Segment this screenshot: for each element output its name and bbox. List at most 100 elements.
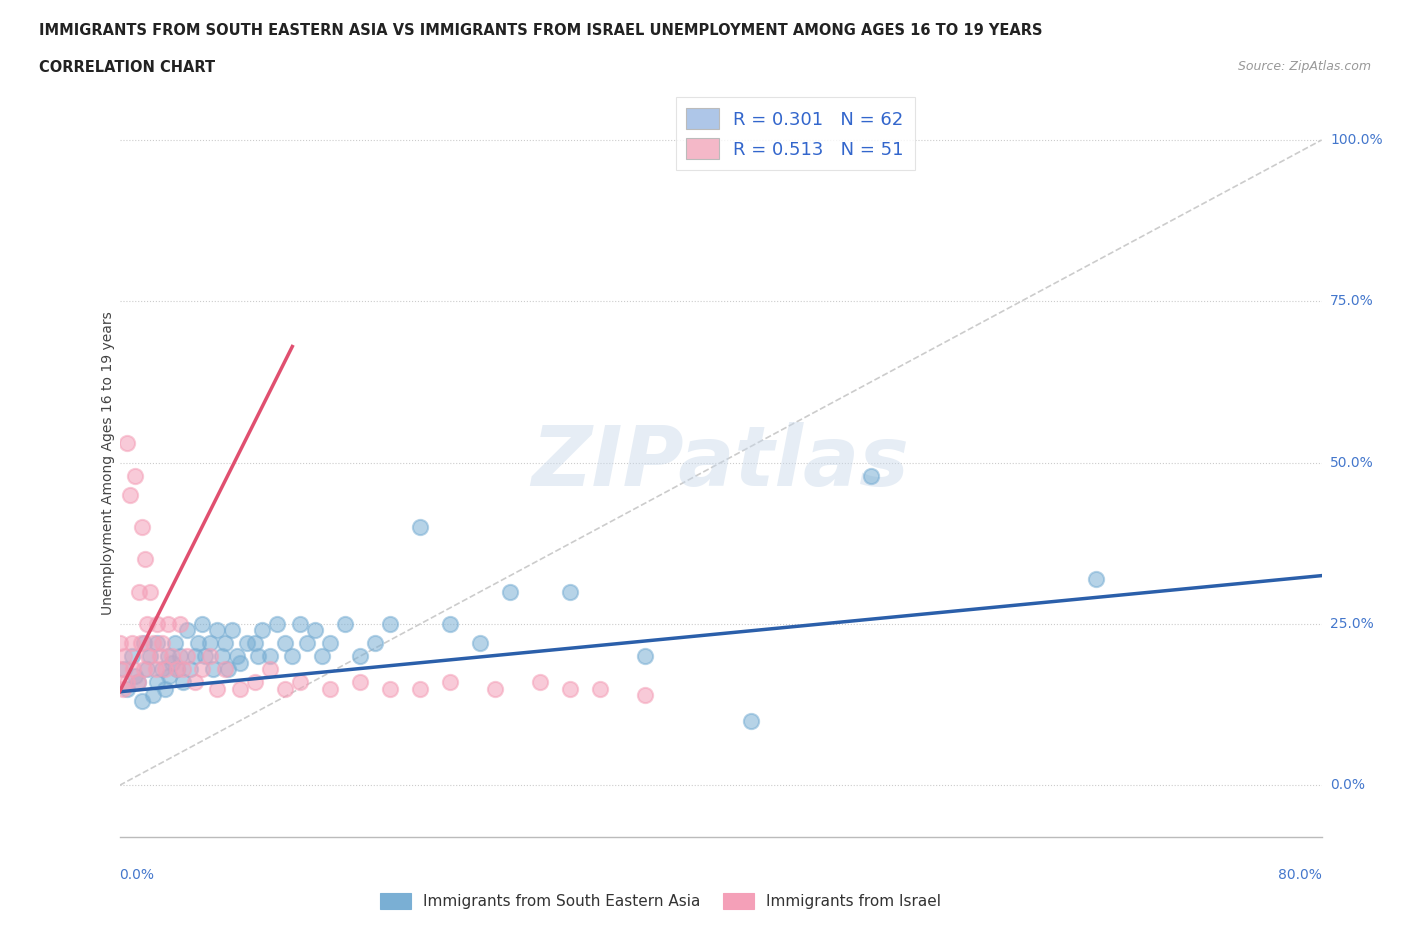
Point xyxy=(121,636,143,651)
Point xyxy=(378,681,401,696)
Point xyxy=(409,681,432,696)
Point xyxy=(1085,571,1108,586)
Point xyxy=(194,649,217,664)
Text: Source: ZipAtlas.com: Source: ZipAtlas.com xyxy=(1237,60,1371,73)
Point xyxy=(259,649,281,664)
Y-axis label: Unemployment Among Ages 16 to 19 years: Unemployment Among Ages 16 to 19 years xyxy=(101,311,115,615)
Point xyxy=(160,649,183,664)
Point xyxy=(118,487,141,502)
Point xyxy=(176,649,198,664)
Point xyxy=(311,649,333,664)
Point xyxy=(108,636,131,651)
Point xyxy=(319,636,342,651)
Point xyxy=(205,681,228,696)
Point xyxy=(165,636,187,651)
Point xyxy=(288,617,311,631)
Point xyxy=(217,662,239,677)
Point xyxy=(349,674,371,689)
Point xyxy=(560,681,582,696)
Point xyxy=(201,662,224,677)
Point xyxy=(172,674,194,689)
Text: ZIPatlas: ZIPatlas xyxy=(531,422,910,503)
Point xyxy=(274,636,297,651)
Point xyxy=(187,636,209,651)
Point xyxy=(214,636,236,651)
Point xyxy=(169,649,191,664)
Point xyxy=(142,636,165,651)
Point xyxy=(259,662,281,677)
Point xyxy=(243,674,266,689)
Point xyxy=(297,636,319,651)
Point xyxy=(349,649,371,664)
Point xyxy=(112,649,135,664)
Point xyxy=(172,662,194,677)
Point xyxy=(183,674,205,689)
Point xyxy=(333,617,356,631)
Text: CORRELATION CHART: CORRELATION CHART xyxy=(39,60,215,75)
Point xyxy=(205,623,228,638)
Point xyxy=(225,649,247,664)
Point xyxy=(176,623,198,638)
Point xyxy=(157,669,180,684)
Point xyxy=(146,636,169,651)
Point xyxy=(378,617,401,631)
Point xyxy=(153,681,176,696)
Point xyxy=(236,636,259,651)
Point xyxy=(211,649,233,664)
Point xyxy=(191,662,214,677)
Point xyxy=(149,649,172,664)
Point xyxy=(166,662,188,677)
Point xyxy=(153,662,176,677)
Point xyxy=(221,623,243,638)
Point xyxy=(150,636,173,651)
Point xyxy=(166,662,188,677)
Point xyxy=(246,649,269,664)
Point xyxy=(288,674,311,689)
Point xyxy=(243,636,266,651)
Point xyxy=(135,617,157,631)
Point xyxy=(136,649,159,664)
Point xyxy=(439,617,461,631)
Point xyxy=(266,617,288,631)
Point xyxy=(135,662,157,677)
Point xyxy=(134,552,156,567)
Text: 80.0%: 80.0% xyxy=(1278,868,1322,882)
Point xyxy=(198,636,221,651)
Point xyxy=(740,713,762,728)
Point xyxy=(634,687,657,702)
Point xyxy=(560,584,582,599)
Point xyxy=(115,681,138,696)
Point xyxy=(115,436,138,451)
Point xyxy=(859,468,882,483)
Point xyxy=(589,681,612,696)
Point xyxy=(183,649,205,664)
Point xyxy=(252,623,274,638)
Text: 0.0%: 0.0% xyxy=(120,868,155,882)
Point xyxy=(198,649,221,664)
Point xyxy=(468,636,492,651)
Text: 25.0%: 25.0% xyxy=(1330,617,1374,631)
Point xyxy=(150,662,173,677)
Point xyxy=(409,520,432,535)
Text: 50.0%: 50.0% xyxy=(1330,456,1374,470)
Point xyxy=(156,617,179,631)
Point xyxy=(111,681,134,696)
Point xyxy=(146,617,169,631)
Point xyxy=(499,584,522,599)
Point xyxy=(129,636,152,651)
Point xyxy=(115,674,138,689)
Point xyxy=(131,694,153,709)
Text: 75.0%: 75.0% xyxy=(1330,294,1374,309)
Point xyxy=(319,681,342,696)
Text: 0.0%: 0.0% xyxy=(1330,778,1365,792)
Point xyxy=(112,662,135,677)
Point xyxy=(146,674,169,689)
Point xyxy=(274,681,297,696)
Point xyxy=(214,662,236,677)
Point xyxy=(304,623,326,638)
Point xyxy=(634,649,657,664)
Point xyxy=(156,649,179,664)
Point xyxy=(138,649,160,664)
Point xyxy=(127,674,149,689)
Point xyxy=(121,649,143,664)
